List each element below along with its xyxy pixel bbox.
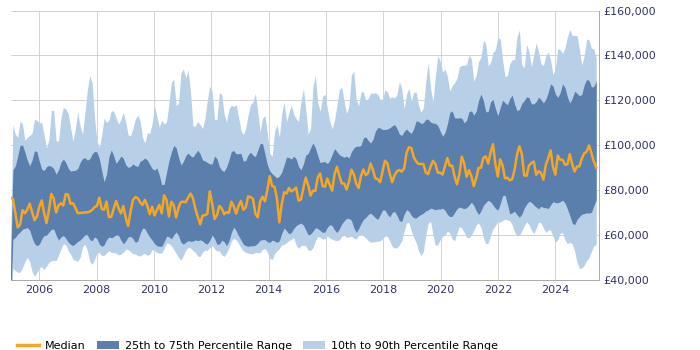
- Legend: Median, 25th to 75th Percentile Range, 10th to 90th Percentile Range: Median, 25th to 75th Percentile Range, 1…: [13, 336, 502, 350]
